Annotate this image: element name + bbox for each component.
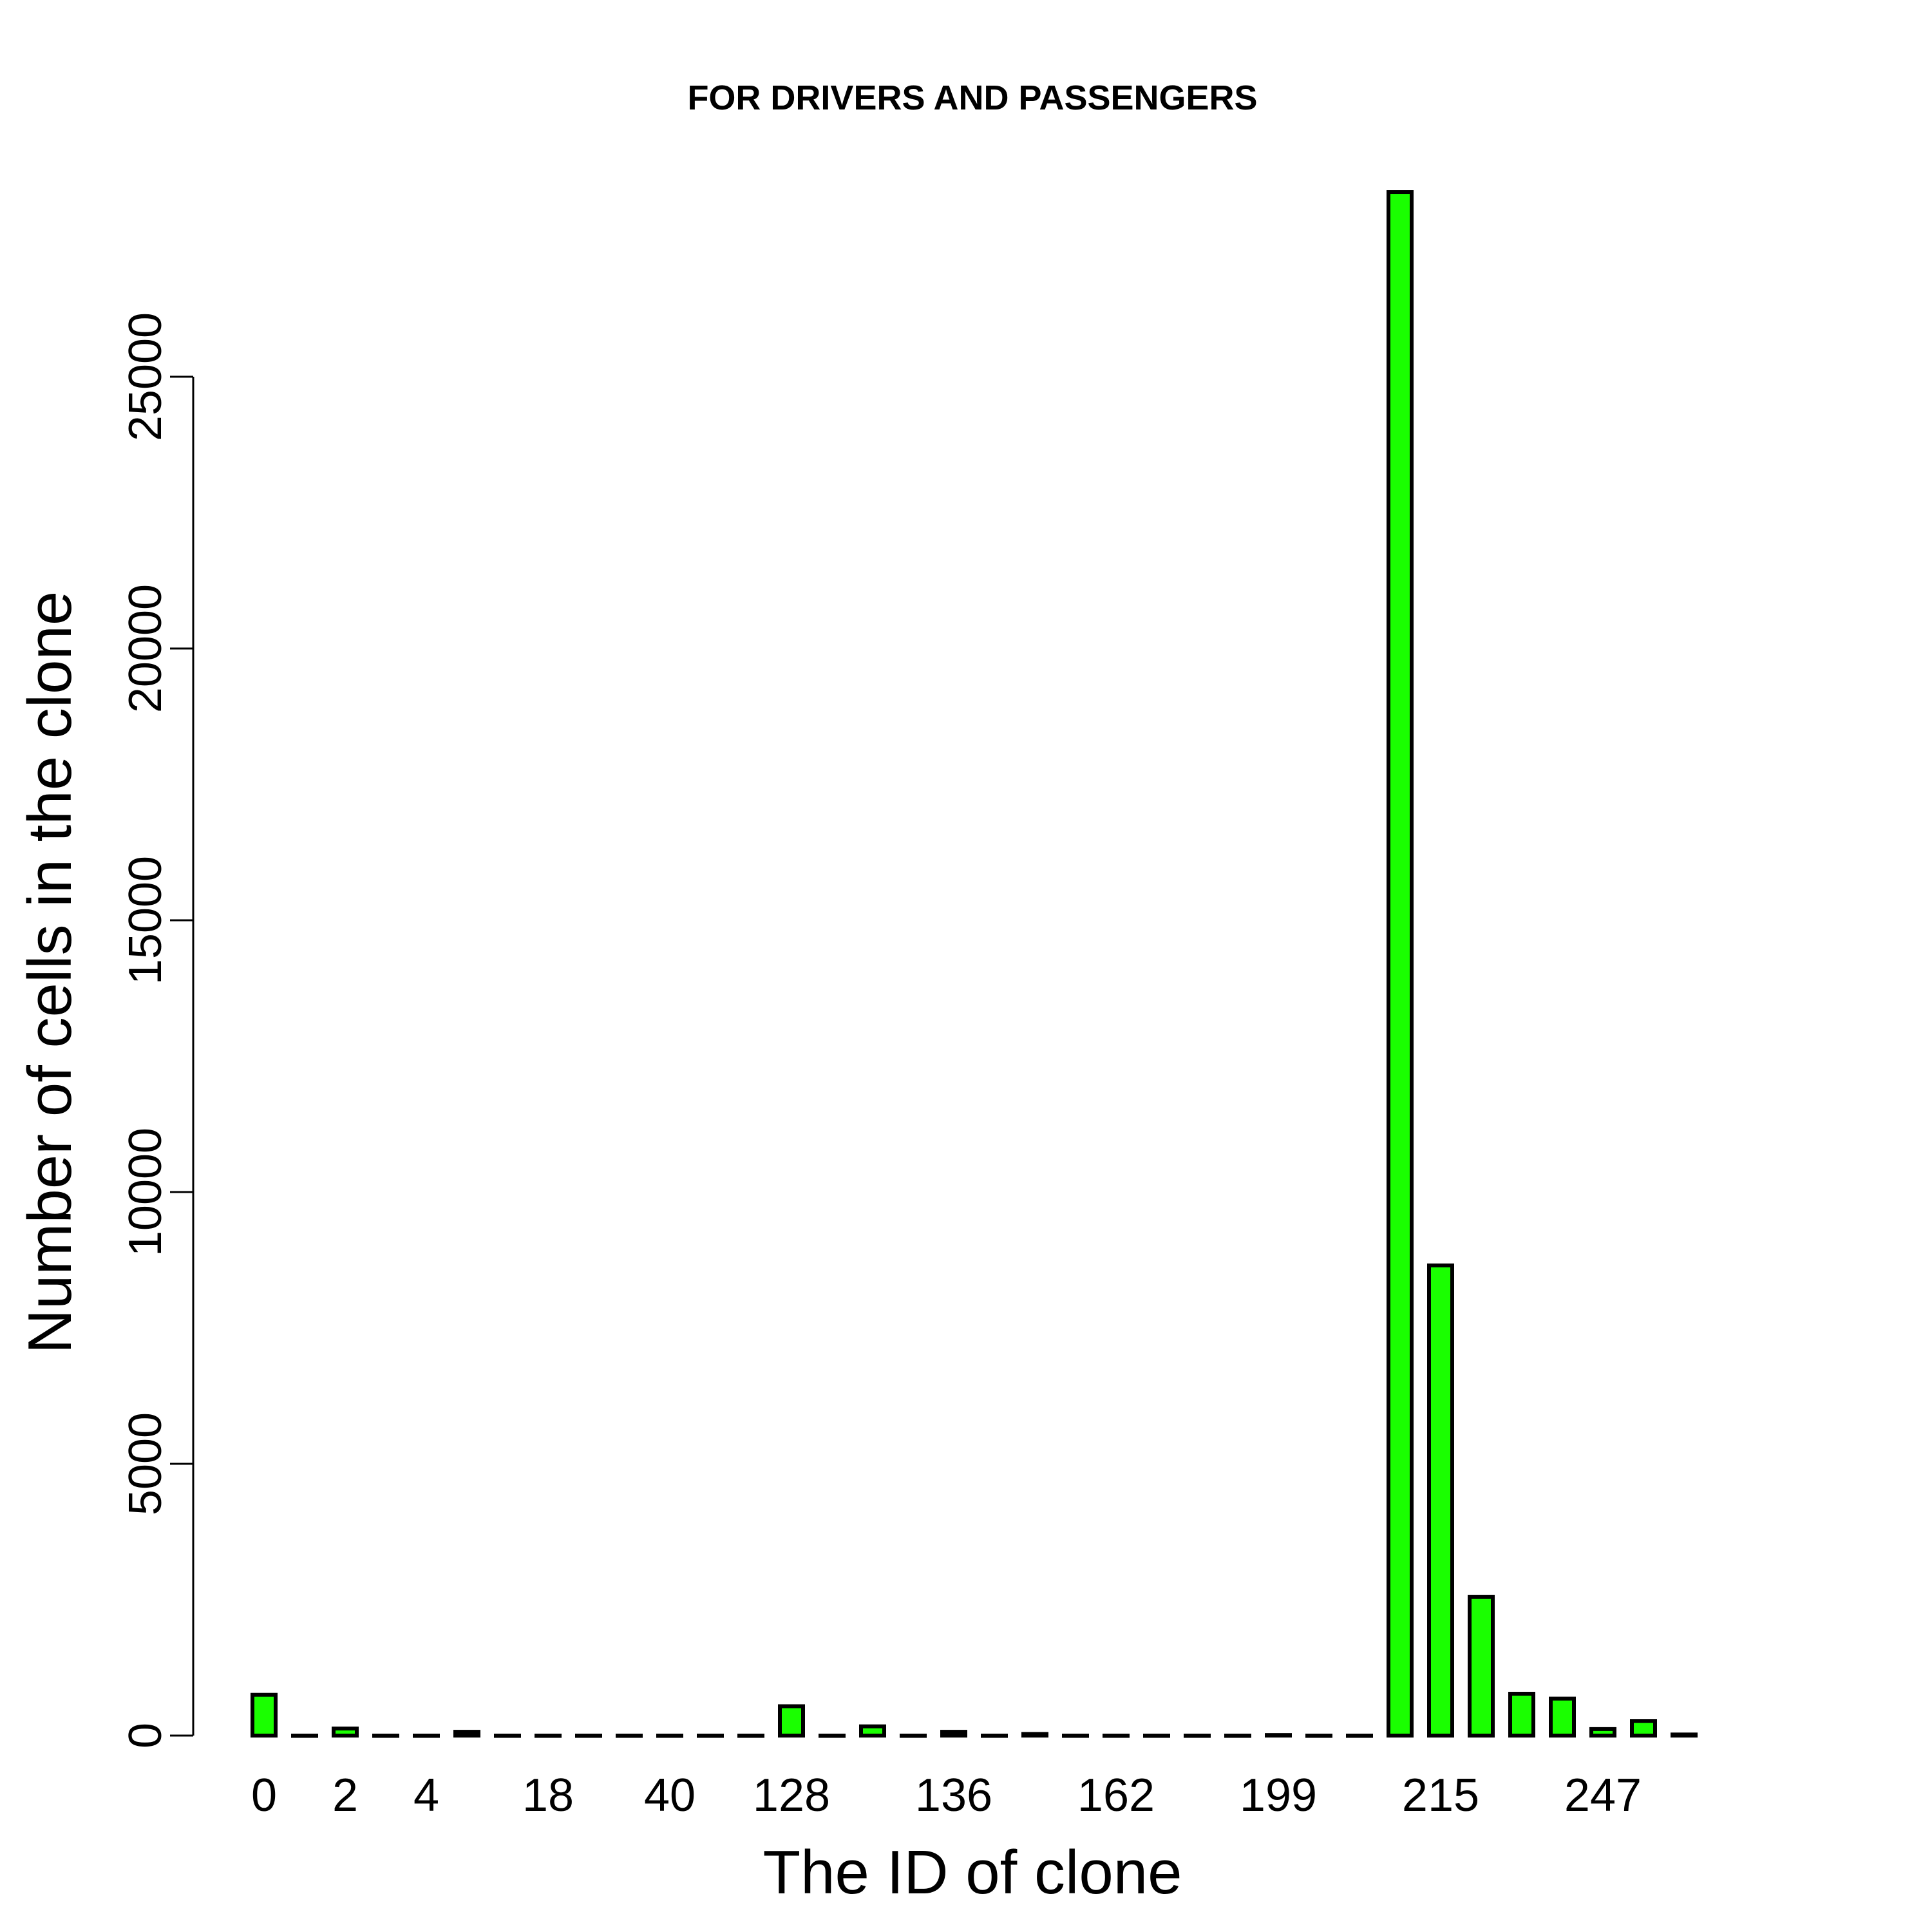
y-tick-label: 5000 xyxy=(120,1412,171,1515)
bar xyxy=(1630,1719,1657,1738)
x-tick-label: 4 xyxy=(413,1770,439,1821)
x-tick-label: 18 xyxy=(522,1770,574,1821)
x-tick-label: 0 xyxy=(251,1770,277,1821)
x-tick-label: 199 xyxy=(1240,1770,1317,1821)
chart-title: FOR DRIVERS AND PASSENGERS xyxy=(687,79,1257,117)
bar xyxy=(778,1704,805,1738)
bar xyxy=(1508,1692,1535,1738)
bar xyxy=(1427,1263,1454,1738)
x-axis-label: The ID of clone xyxy=(763,1838,1182,1907)
bar xyxy=(940,1730,967,1738)
bar xyxy=(1671,1732,1698,1738)
x-tick-label: 136 xyxy=(915,1770,992,1821)
x-tick-label: 2 xyxy=(332,1770,358,1821)
bar xyxy=(1021,1732,1048,1738)
x-tick-label: 215 xyxy=(1402,1770,1479,1821)
bar xyxy=(332,1727,359,1738)
x-tick-label: 247 xyxy=(1564,1770,1642,1821)
y-axis-label: Number of cells in the clone xyxy=(15,591,84,1354)
x-tick-label: 128 xyxy=(753,1770,830,1821)
y-axis: 0 5000 10000 15000 20000 25000 xyxy=(120,312,194,1748)
y-tick-label: 0 xyxy=(120,1723,171,1748)
y-tick-label: 25000 xyxy=(120,312,171,441)
x-tick-label: 40 xyxy=(644,1770,696,1821)
bar xyxy=(1589,1727,1616,1738)
y-tick-label: 15000 xyxy=(120,856,171,985)
bar xyxy=(1549,1696,1576,1738)
bar xyxy=(251,1692,278,1738)
bars xyxy=(251,190,1698,1738)
bar xyxy=(1468,1595,1495,1738)
x-axis-ticks: 0 2 4 18 40 128 136 162 199 215 247 xyxy=(251,1770,1642,1821)
bar xyxy=(1265,1733,1292,1738)
y-tick-label: 10000 xyxy=(120,1128,171,1256)
y-tick-label: 20000 xyxy=(120,584,171,713)
bar xyxy=(859,1724,886,1738)
x-tick-label: 162 xyxy=(1077,1770,1155,1821)
bar xyxy=(453,1730,480,1738)
bar xyxy=(1387,190,1414,1738)
